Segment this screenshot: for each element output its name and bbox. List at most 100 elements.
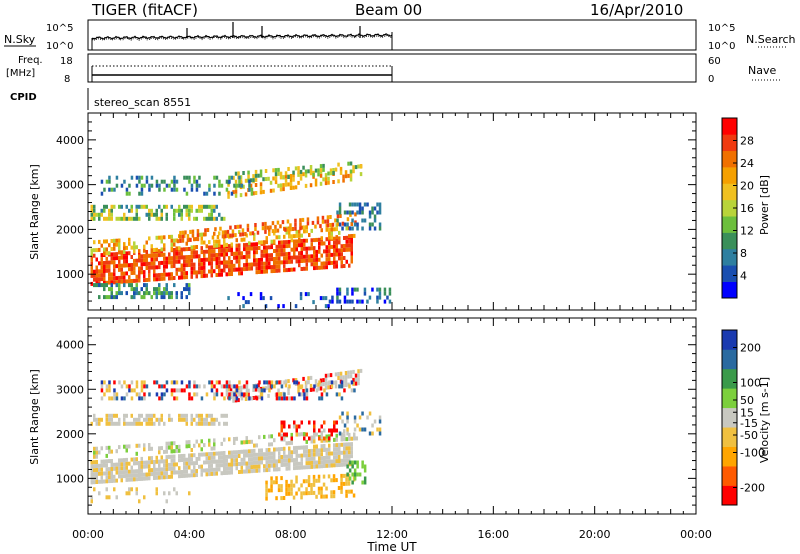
velocity-cell [178, 413, 181, 418]
power-cell [299, 226, 302, 231]
velocity-cell [350, 489, 353, 494]
power-cell [168, 183, 171, 188]
power-cell [346, 291, 349, 296]
power-cell [155, 253, 158, 258]
power-cell [238, 230, 241, 234]
power-cell [327, 180, 330, 185]
velocity-cell [278, 396, 281, 401]
velocity-data [90, 368, 382, 504]
power-cell [118, 275, 121, 280]
velocity-cell [275, 476, 278, 481]
velocity-cell [248, 453, 251, 458]
power-colorbar-tick-label: 16 [740, 202, 754, 215]
power-cell [310, 262, 313, 267]
power-cell [254, 191, 258, 195]
power-cell [293, 247, 296, 252]
power-cell [305, 262, 308, 267]
velocity-cell [265, 464, 268, 469]
velocity-cell [188, 491, 191, 496]
velocity-cell [258, 448, 261, 453]
velocity-cell [188, 465, 191, 470]
velocity-cell [138, 417, 141, 422]
velocity-colorbar-tick-label: 50 [740, 394, 754, 407]
power-cell [258, 240, 261, 245]
power-cell [140, 295, 143, 300]
power-cell [193, 262, 196, 267]
velocity-cell [215, 459, 218, 464]
power-cell [337, 162, 340, 167]
velocity-cell [208, 456, 211, 461]
velocity-cell [295, 428, 298, 433]
power-cell [220, 268, 223, 273]
power-cell [273, 257, 276, 261]
power-cell [183, 187, 186, 192]
power-cell [363, 218, 367, 223]
power-cell [180, 247, 183, 252]
power-cell [283, 260, 286, 265]
velocity-cell [133, 461, 136, 466]
velocity-cell [125, 473, 128, 478]
power-cell [200, 208, 203, 213]
velocity-cell [324, 385, 328, 390]
power-cell [333, 248, 336, 253]
power-cell [103, 239, 106, 244]
power-cell [258, 262, 261, 266]
velocity-cell [318, 452, 321, 457]
velocity-cell [223, 467, 226, 471]
power-cell [245, 262, 248, 267]
velocity-cell [320, 490, 323, 495]
power-cell [193, 216, 196, 221]
power-cell [108, 272, 111, 277]
velocity-cell [213, 455, 216, 460]
power-cell [254, 223, 257, 227]
velocity-cell [135, 457, 138, 462]
cpid-label: CPID [10, 92, 37, 103]
power-cell [335, 260, 338, 265]
power-cell [228, 175, 231, 180]
power-cell [100, 277, 103, 282]
power-cell [330, 235, 333, 240]
velocity-cell [288, 441, 291, 446]
power-cell [324, 219, 327, 224]
velocity-cell [240, 461, 243, 466]
velocity-cell [198, 464, 201, 469]
power-cell [292, 173, 295, 178]
velocity-cell [283, 446, 286, 451]
velocity-cell [325, 463, 328, 468]
power-cell [250, 262, 253, 267]
velocity-cell [170, 417, 173, 422]
nsearch-tick-high: 10^5 [708, 23, 735, 34]
power-cell [356, 299, 359, 304]
velocity-cell [120, 396, 124, 401]
power-cell [203, 216, 206, 221]
power-cell [118, 287, 121, 292]
power-cell [258, 270, 261, 274]
velocity-cell [155, 417, 158, 422]
velocity-cell [268, 442, 271, 447]
power-cell [220, 216, 223, 221]
velocity-cell [210, 455, 213, 460]
velocity-cell [155, 467, 158, 472]
power-cell [289, 178, 293, 182]
power-cell [350, 222, 353, 226]
velocity-cell [356, 464, 359, 469]
power-cell [163, 272, 166, 277]
power-cell [234, 179, 238, 184]
velocity-cell [341, 419, 344, 424]
power-cell [250, 266, 253, 271]
velocity-cell [173, 441, 176, 446]
power-cell [170, 264, 173, 269]
power-cell [254, 169, 258, 174]
velocity-cell [185, 417, 188, 422]
velocity-cell [300, 495, 303, 500]
power-cell [115, 256, 118, 261]
power-colorbar-tick-label: 24 [740, 157, 754, 170]
velocity-cell [282, 496, 286, 500]
power-cell [289, 223, 292, 228]
power-cell [259, 292, 263, 297]
power-cell [215, 239, 218, 244]
time-tick-label: 00:00 [72, 528, 104, 541]
power-cell [328, 249, 331, 254]
velocity-cell [175, 449, 178, 453]
power-cell [310, 238, 313, 243]
